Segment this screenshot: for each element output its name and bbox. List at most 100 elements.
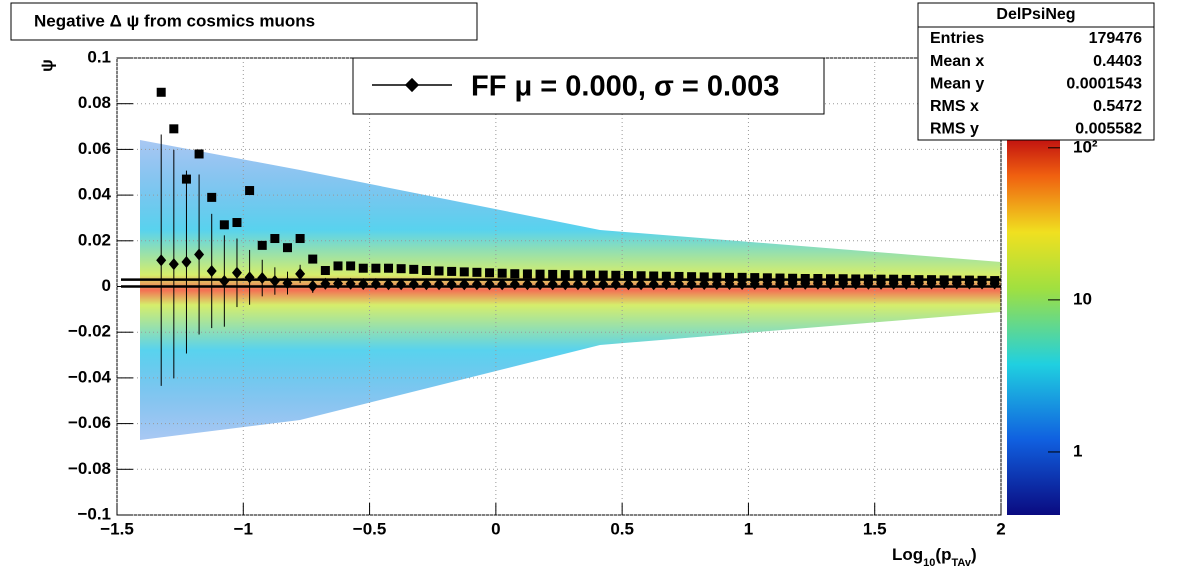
diamond-marker (699, 277, 710, 290)
square-marker (421, 266, 431, 276)
diamond-marker (598, 278, 609, 291)
square-marker (295, 234, 305, 244)
diamond-marker (282, 277, 293, 290)
y-axis-label: ψ (37, 59, 56, 72)
square-marker (282, 243, 292, 253)
square-marker (320, 266, 330, 276)
chart-title: Negative Δ ψ from cosmics muons (34, 11, 315, 30)
y-tick-label: 0.06 (78, 139, 111, 158)
square-marker (510, 269, 520, 279)
z-tick-label: 1 (1073, 441, 1082, 460)
diamond-marker (876, 277, 887, 290)
x-label-part: 10 (923, 557, 935, 569)
square-marker (598, 270, 608, 280)
x-tick-label: 1 (744, 519, 753, 538)
diamond-marker (673, 277, 684, 290)
stats-key: RMS x (930, 98, 979, 115)
x-tick-label: 0 (491, 519, 500, 538)
legend-marker (404, 77, 420, 93)
title-box (10, 2, 478, 41)
diamond-marker (636, 278, 647, 291)
square-marker (384, 263, 394, 273)
diamond-marker (547, 278, 558, 291)
square-marker (661, 271, 671, 281)
stats-key: RMS y (930, 121, 979, 138)
diamond-marker (711, 277, 722, 290)
square-marker (308, 254, 318, 264)
stats-frame (917, 2, 1155, 141)
square-marker (219, 220, 229, 230)
diamond-marker (964, 277, 975, 290)
y-tick-label: −0.08 (68, 459, 111, 478)
square-marker (346, 261, 356, 271)
diamond-marker (421, 278, 432, 291)
x-tick-label: −0.5 (353, 519, 387, 538)
diamond-marker (610, 278, 621, 291)
y-tick-label: 0.02 (78, 230, 111, 249)
x-label-part: Log (892, 545, 923, 564)
diamond-marker (800, 277, 811, 290)
diamond-marker (951, 277, 962, 290)
diamond-marker (295, 267, 306, 280)
square-marker (548, 269, 558, 279)
square-marker (472, 267, 482, 277)
diamond-marker (156, 254, 167, 267)
y-tick-label: 0.04 (78, 185, 112, 204)
diamond-marker (244, 271, 255, 284)
stats-title: DelPsiNeg (996, 6, 1075, 23)
square-marker (169, 124, 179, 134)
square-marker (762, 273, 772, 283)
y-tick-label: 0.08 (78, 93, 111, 112)
square-marker (750, 273, 760, 283)
diamond-marker (926, 277, 937, 290)
diamond-marker (535, 278, 546, 291)
square-marker (194, 149, 204, 159)
square-marker (636, 271, 646, 281)
diamond-marker (850, 277, 861, 290)
y-tick-label: −0.04 (68, 367, 112, 386)
x-tick-label: 1.5 (863, 519, 887, 538)
stats-key: Mean y (930, 75, 984, 92)
diamond-marker (749, 277, 760, 290)
diamond-marker (686, 277, 697, 290)
x-label-part: ) (971, 545, 977, 564)
stats-value: 179476 (1089, 30, 1142, 47)
diamond-marker (459, 278, 470, 291)
diamond-marker (863, 277, 874, 290)
legend-label: FF μ = 0.000, σ = 0.003 (471, 71, 779, 103)
diamond-marker (333, 277, 343, 290)
diamond-marker (408, 278, 419, 291)
square-marker (459, 267, 469, 277)
x-axis-label: Log10(pTAv) (892, 545, 977, 568)
diamond-marker (775, 277, 785, 290)
square-marker (699, 272, 709, 282)
color-bar (1007, 138, 1060, 515)
diamond-marker (471, 278, 482, 291)
square-marker (687, 272, 697, 282)
x-tick-label: 0.5 (610, 519, 634, 538)
square-marker (447, 266, 457, 276)
square-marker (485, 268, 495, 278)
square-marker (245, 186, 255, 196)
diamond-marker (939, 277, 950, 290)
square-marker (737, 272, 747, 282)
square-marker (358, 263, 368, 273)
diamond-marker (838, 277, 849, 290)
square-marker (270, 234, 280, 244)
stats-value: 0.4403 (1093, 53, 1142, 70)
y-tick-label: −0.1 (77, 504, 111, 523)
diamond-marker (825, 277, 836, 290)
x-label-part: (p (935, 545, 951, 564)
square-marker (409, 264, 419, 274)
diamond-marker (989, 277, 1000, 290)
square-marker (674, 271, 684, 281)
square-marker (257, 240, 267, 250)
diamond-marker (623, 278, 634, 291)
diamond-marker (396, 278, 407, 291)
stats-key: Mean x (930, 53, 984, 70)
z-tick-label: 10² (1073, 137, 1098, 156)
square-marker (560, 270, 570, 280)
diamond-marker (358, 277, 369, 290)
stats-key: Entries (930, 30, 984, 47)
